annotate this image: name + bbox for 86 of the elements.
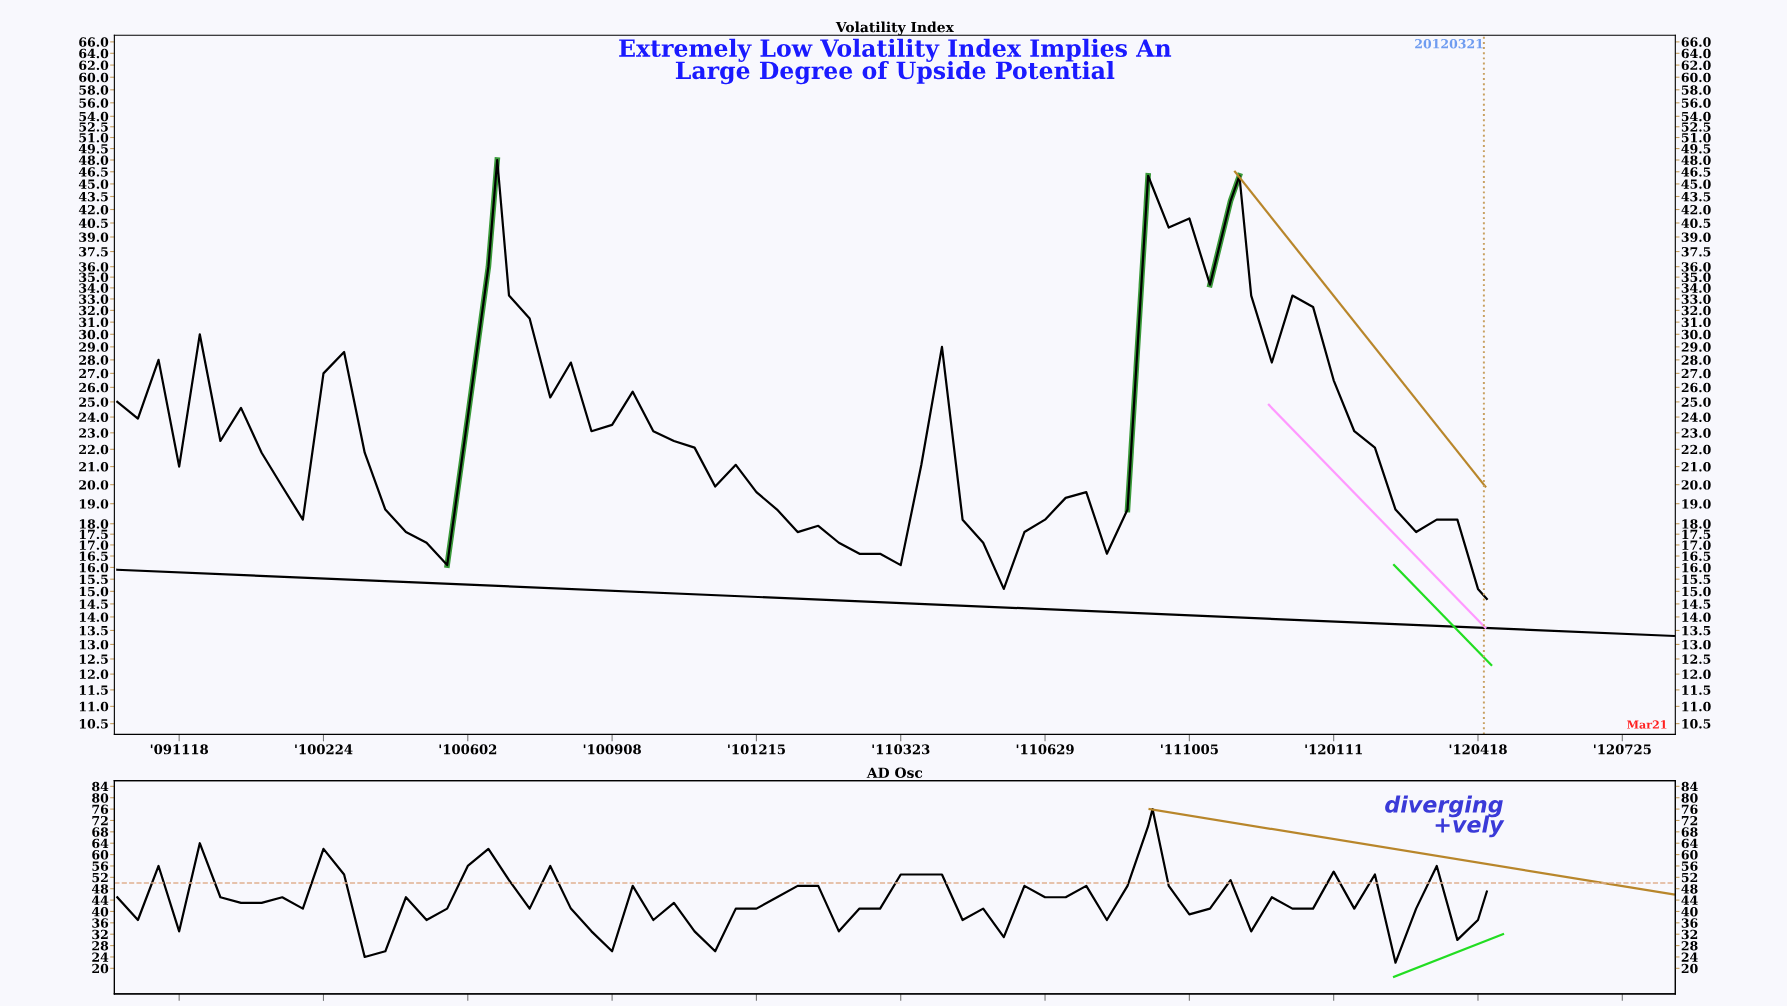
y-tick-label: 21.0 — [1681, 462, 1711, 472]
y-tick-label: 16.0 — [1682, 562, 1711, 573]
y-tick-label: 46.5 — [1681, 167, 1711, 177]
y-tick-label: 60.0 — [1681, 72, 1711, 83]
y-tick-label: 14.0 — [1682, 612, 1711, 622]
x-tick-label: '091118 — [150, 744, 209, 755]
x-tick-label: '120725 — [1593, 744, 1651, 755]
y-tick-label: 40.5 — [1681, 218, 1711, 228]
y-tick-label: 37.5 — [1681, 247, 1711, 257]
annotation: Mar21 — [1627, 720, 1667, 729]
y-tick-label: 56.0 — [1681, 98, 1711, 108]
x-tick-label: '110629 — [1016, 744, 1074, 755]
y-tick-label: 22.0 — [1681, 444, 1711, 455]
y-tick-label: 28 — [92, 941, 109, 951]
y-tick-label: 24.0 — [1681, 412, 1711, 422]
y-tick-label: 76 — [92, 804, 109, 815]
y-tick-label: 28.0 — [1681, 355, 1711, 365]
y-tick-label: 42.0 — [1681, 204, 1711, 215]
y-tick-label: 36.0 — [1681, 262, 1711, 272]
y-tick-label: 23.0 — [1681, 428, 1711, 438]
y-tick-label: 49.5 — [1681, 144, 1711, 154]
y-tick-label: 32.0 — [1681, 305, 1711, 316]
y-tick-label: 25.0 — [1681, 397, 1711, 407]
x-tick-label: '111005 — [1161, 744, 1218, 755]
y-tick-label: 43.5 — [1681, 191, 1711, 202]
y-tick-label: 29.0 — [1681, 342, 1711, 352]
x-tick-label: '100908 — [583, 744, 641, 755]
x-tick-label: '120111 — [1305, 744, 1362, 755]
y-tick-label: 72 — [92, 815, 108, 826]
y-tick-label: 52.5 — [1681, 122, 1711, 132]
y-tick-label: 16.5 — [1682, 551, 1711, 561]
y-tick-label: 56 — [92, 861, 109, 871]
y-tick-label: 14.5 — [1682, 599, 1711, 609]
y-tick-label: 51.0 — [1681, 132, 1711, 143]
y-tick-label: 62.0 — [1681, 60, 1711, 71]
y-tick-label: 18.0 — [1682, 519, 1711, 529]
y-tick-label: 20 — [92, 963, 109, 974]
annotation: diverging +vely — [1385, 795, 1505, 838]
y-tick-label: 48.0 — [1681, 155, 1711, 165]
y-tick-label: 12.5 — [1682, 654, 1711, 664]
y-tick-label: 11.5 — [1682, 685, 1711, 695]
y-tick-label: 64 — [92, 838, 109, 849]
y-tick-label: 31.0 — [1681, 317, 1711, 328]
y-tick-label: 13.0 — [1682, 639, 1711, 650]
y-tick-label: 45.0 — [1681, 179, 1711, 189]
y-tick-label: 17.5 — [1682, 529, 1711, 540]
chart-title: Volatility Index — [835, 21, 954, 36]
x-tick-label: '120418 — [1449, 744, 1507, 755]
y-tick-label: 20.0 — [1681, 480, 1711, 490]
y-tick-label: 34.0 — [1681, 283, 1711, 293]
chart-title: AD Osc — [866, 767, 923, 778]
x-tick-label: '101215 — [728, 744, 785, 755]
x-tick-label: '110323 — [872, 744, 930, 755]
y-tick-label: 10.5 — [1682, 719, 1711, 729]
y-tick-label: 26.0 — [1681, 382, 1711, 393]
y-tick-label: 36 — [92, 918, 109, 928]
y-tick-label: 12.0 — [1682, 669, 1711, 680]
y-tick-label: 66.0 — [1681, 37, 1711, 47]
y-tick-label: 54.0 — [1681, 111, 1711, 122]
y-tick-label: 27.0 — [1681, 368, 1711, 379]
y-tick-label: 80 — [92, 793, 109, 803]
y-tick-label: 68 — [92, 827, 109, 837]
y-tick-label: 64.0 — [1681, 48, 1711, 59]
y-tick-label: 30.0 — [1681, 329, 1711, 340]
y-tick-label: 11.0 — [1682, 701, 1711, 712]
y-tick-label: 39.0 — [1681, 232, 1711, 242]
y-tick-label: 48 — [91, 884, 109, 894]
y-tick-label: 33.0 — [1681, 294, 1711, 304]
y-tick-label: 40 — [91, 906, 109, 917]
y-tick-label: 58.0 — [1681, 85, 1711, 95]
y-tick-label: 15.5 — [1682, 574, 1711, 585]
y-tick-label: 24 — [92, 952, 109, 962]
x-tick-label: '100602 — [439, 744, 497, 755]
y-tick-label: 60 — [92, 850, 109, 860]
y-tick-label: 17.0 — [1682, 540, 1711, 550]
y-tick-label: 84 — [92, 781, 109, 792]
x-tick-label: '100224 — [295, 744, 353, 755]
text: Extremely Low Volatility Index Implies An Large Degree of Upside Potential — [619, 38, 1172, 85]
y-tick-label: 44 — [91, 895, 109, 905]
y-tick-label: 15.0 — [1682, 586, 1711, 597]
ref-line-label: 20120321 — [1415, 38, 1483, 49]
y-tick-label: 35.0 — [1681, 272, 1711, 283]
y-tick-label: 13.5 — [1682, 625, 1711, 636]
y-tick-label: 52 — [92, 872, 108, 883]
y-tick-label: 19.0 — [1682, 499, 1711, 509]
y-tick-label: 32 — [92, 929, 108, 940]
